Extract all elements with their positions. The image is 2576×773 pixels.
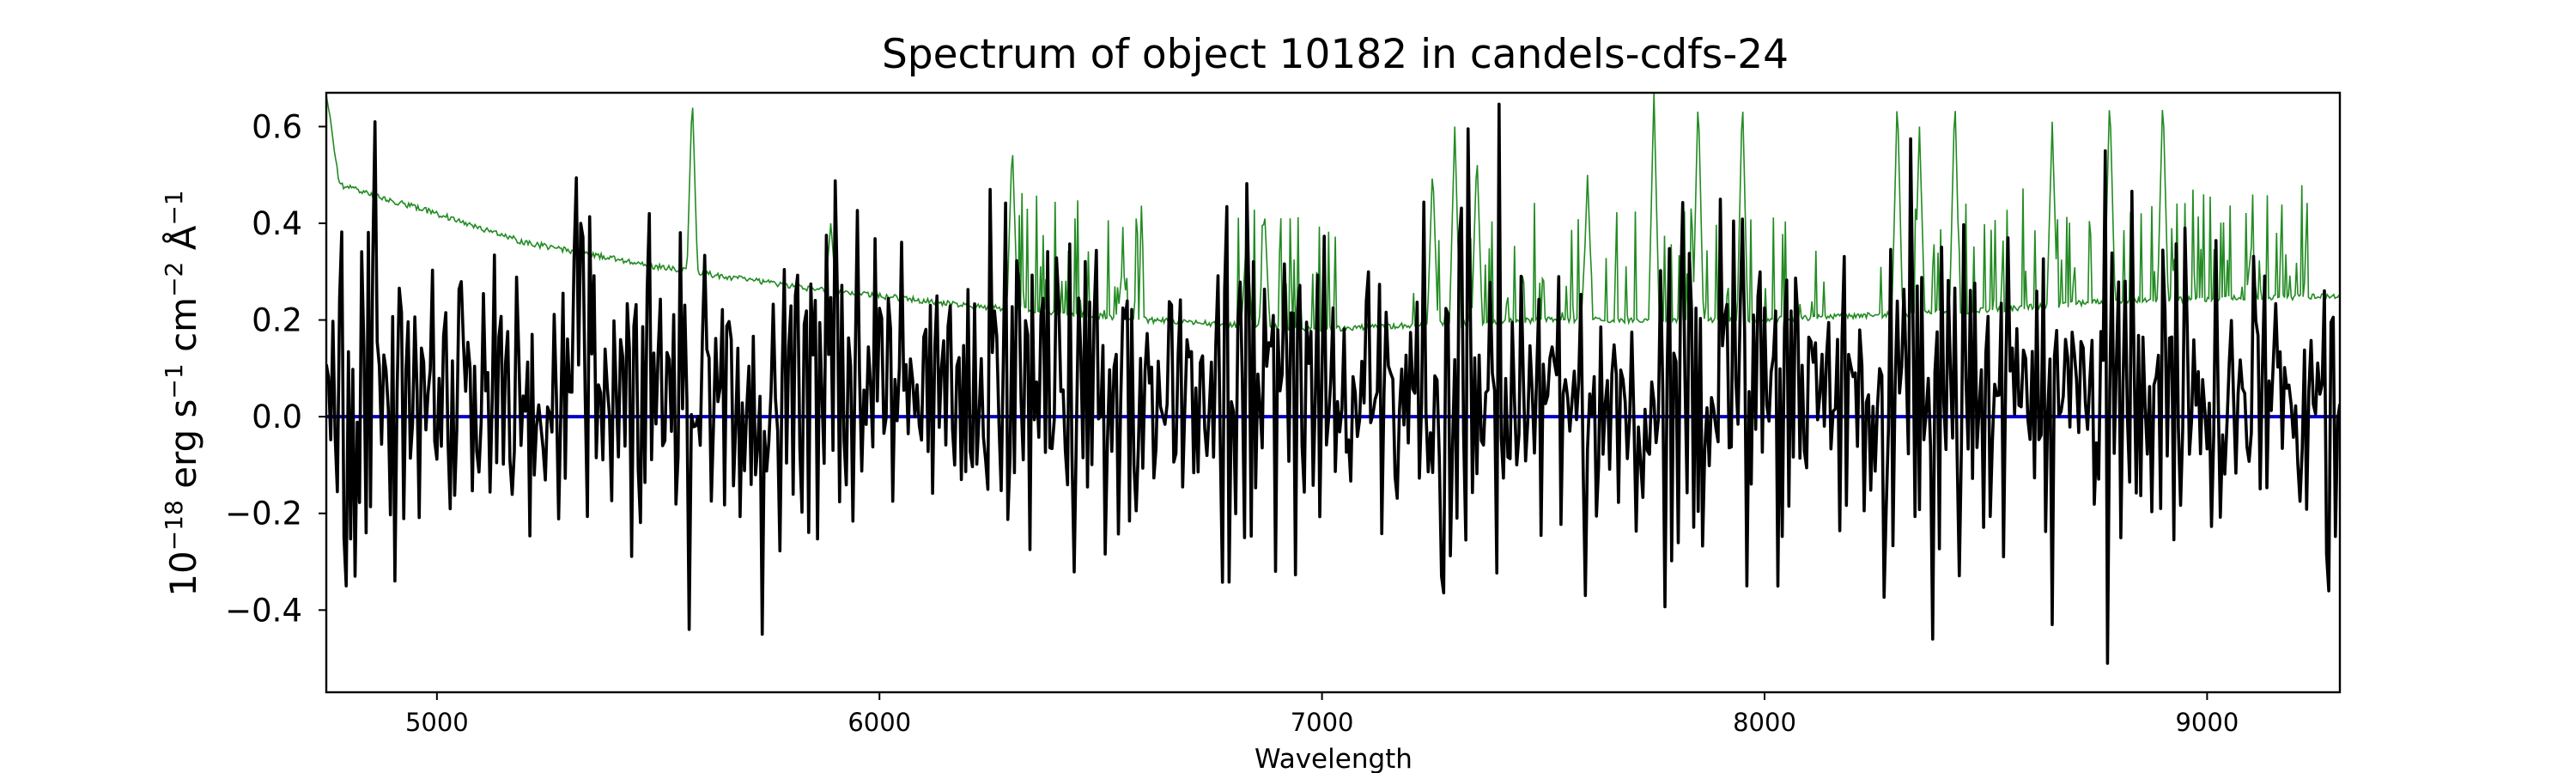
x-tick-label: 5000 [405, 708, 469, 737]
y-tick-label: 0.6 [252, 108, 302, 145]
x-tick-label: 6000 [848, 708, 911, 737]
y-axis: −0.4 −0.2 0.0 0.2 0.4 0.6 [225, 108, 326, 629]
y-label-base: 10 [162, 551, 204, 596]
plot-area [325, 91, 2342, 694]
x-axis-label: Wavelength [1255, 744, 1413, 773]
y-label-exp3: −1 [160, 190, 188, 225]
x-tick-label: 8000 [1733, 708, 1796, 737]
x-axis: 5000 6000 7000 8000 9000 [405, 692, 2239, 737]
y-label-unit-angstrom: Å [161, 225, 204, 261]
plot-frame [325, 91, 2342, 694]
y-label-exp: −18 [160, 500, 188, 551]
chart-title: Spectrum of object 10182 in candels-cdfs… [882, 31, 1789, 78]
y-label-unit-cm: cm [162, 297, 204, 363]
y-axis-label: 10−18 erg s−1 cm−2 Å−1 [160, 190, 204, 596]
y-label-exp1: −1 [160, 363, 188, 399]
y-tick-label: −0.2 [225, 496, 302, 533]
flux-spectrum [326, 102, 2340, 666]
y-tick-label: −0.4 [225, 592, 302, 629]
y-tick-label: 0.0 [252, 399, 302, 435]
flux-spectrum-line [326, 102, 2340, 666]
x-tick-label: 7000 [1291, 708, 1354, 737]
y-label-exp2: −2 [160, 262, 188, 297]
x-tick-label: 9000 [2175, 708, 2239, 737]
y-tick-label: 0.4 [252, 205, 302, 242]
y-label-unit-erg: erg s [162, 399, 204, 501]
y-tick-label: 0.2 [252, 302, 302, 339]
